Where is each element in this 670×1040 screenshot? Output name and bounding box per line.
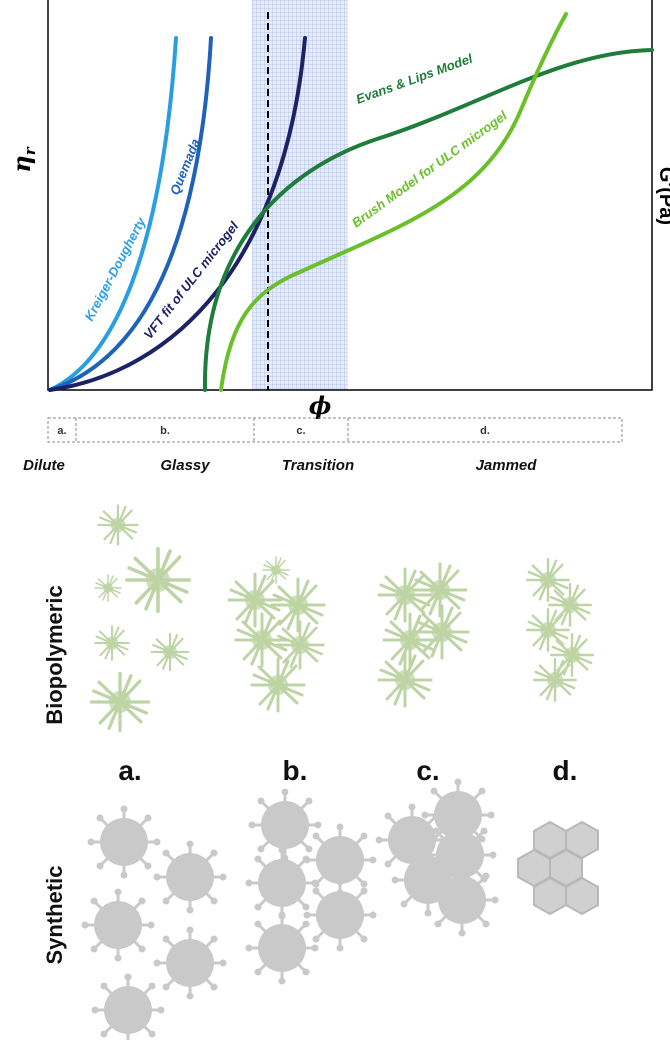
y-axis-subscript: r — [21, 146, 39, 155]
curve-label: Evans & Lips Model — [354, 51, 475, 107]
curve — [48, 36, 178, 392]
regime-name: Transition — [282, 457, 354, 474]
y2-axis-label: G′(Pa) — [655, 167, 670, 225]
axes — [47, 0, 653, 391]
panel-letter: c. — [416, 755, 439, 786]
regime-name: Dilute — [23, 457, 65, 474]
curve — [202, 48, 654, 392]
curves — [48, 12, 654, 392]
regime-letter: c. — [296, 425, 305, 437]
biopolymeric-particles — [89, 504, 594, 733]
regime-name: Jammed — [476, 457, 538, 474]
regime-letter: a. — [57, 425, 66, 437]
curve — [48, 36, 213, 392]
row-label: Biopolymeric — [42, 585, 67, 724]
curve — [219, 12, 568, 392]
regime-letter: b. — [160, 425, 170, 437]
synthetic-particles — [80, 777, 500, 1040]
x-axis-label: ϕ — [309, 391, 332, 420]
jammed-hexagons — [517, 820, 599, 916]
regime-name: Glassy — [160, 457, 210, 474]
transition-band — [252, 0, 348, 390]
panel-letter: b. — [283, 755, 308, 786]
row-label: Synthetic — [42, 865, 67, 964]
y-axis-label: ηr — [7, 146, 39, 172]
y-axis-symbol: η — [7, 155, 36, 172]
panel-letter: d. — [553, 755, 578, 786]
regime-bar — [47, 417, 623, 443]
regime-letter: d. — [480, 425, 490, 437]
curve — [48, 36, 307, 392]
panel-letter: a. — [118, 755, 141, 786]
